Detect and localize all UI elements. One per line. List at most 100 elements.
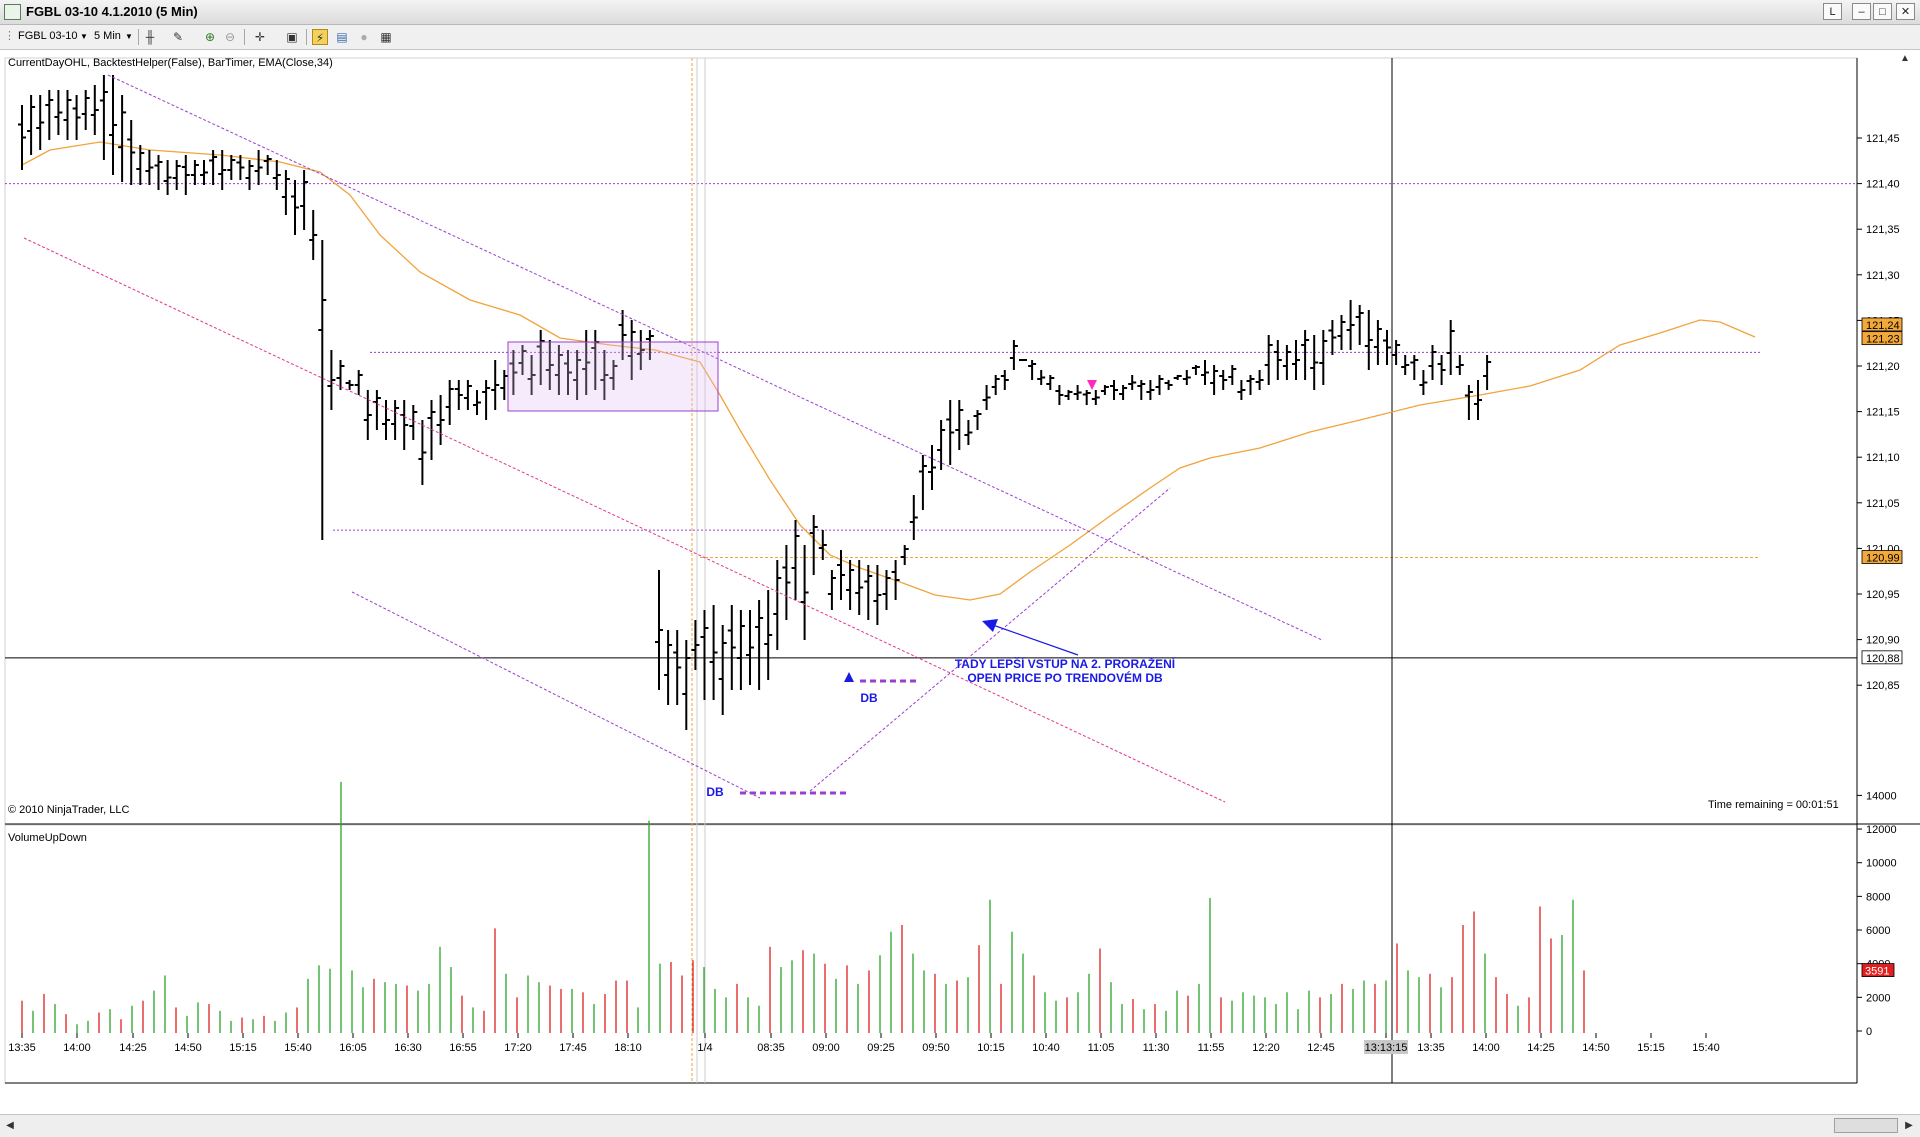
- maximize-button[interactable]: □: [1873, 3, 1892, 20]
- price-bar: [200, 160, 208, 185]
- copyright-label: © 2010 NinjaTrader, LLC: [8, 804, 129, 816]
- price-bar: [1483, 355, 1492, 390]
- time-tick-label: 10:40: [1032, 1042, 1060, 1054]
- time-tick-label: 14:50: [1582, 1042, 1610, 1054]
- price-marker-label: 121,24: [1866, 320, 1900, 332]
- price-bar: [973, 410, 982, 430]
- crosshair-icon[interactable]: ✛: [254, 30, 266, 44]
- chart-trader-icon[interactable]: ▤: [336, 30, 348, 44]
- price-bar: [27, 95, 36, 155]
- scroll-thumb[interactable]: [1834, 1118, 1898, 1133]
- price-marker-box: [1861, 650, 1903, 665]
- grid-icon[interactable]: ▦: [380, 30, 392, 44]
- price-bar: [309, 210, 318, 260]
- price-bar: [545, 340, 554, 390]
- price-bar: [928, 445, 936, 490]
- price-bar: [1346, 300, 1355, 350]
- price-bar: [618, 310, 627, 360]
- close-button[interactable]: ✕: [1896, 3, 1915, 20]
- properties-icon[interactable]: ▣: [286, 30, 298, 44]
- time-tick-label: 15:15: [1637, 1042, 1665, 1054]
- price-bar: [354, 370, 363, 395]
- lower-channel-line: [351, 591, 761, 799]
- price-bar: [873, 565, 882, 625]
- price-bar: [1128, 375, 1137, 390]
- price-bar: [1319, 330, 1328, 385]
- price-bar: [263, 155, 272, 175]
- price-bar: [1046, 375, 1055, 390]
- time-axis-labels: 13:35 14:00 14:25 14:50 15:15 15:40 16:05 16:30…: [8, 1033, 1720, 1054]
- price-tick-label: 121,15: [1866, 407, 1900, 419]
- price-bar: [45, 90, 54, 140]
- draw-tool-icon[interactable]: ✎: [172, 30, 184, 44]
- link-button[interactable]: L: [1823, 3, 1842, 20]
- price-bar: [554, 345, 563, 395]
- price-bar: [946, 400, 955, 465]
- price-marker-box: [1861, 317, 1903, 332]
- time-tick-label: 12:45: [1307, 1042, 1335, 1054]
- price-bar: [655, 570, 663, 690]
- price-bar: [846, 560, 855, 610]
- price-bar: [691, 620, 700, 670]
- price-bar: [755, 600, 764, 690]
- price-bar: [436, 395, 445, 445]
- window-title: FGBL 03-10 4.1.2010 (5 Min): [26, 4, 198, 19]
- price-bar: [136, 145, 145, 185]
- scroll-up-button[interactable]: ▲: [1900, 53, 1910, 64]
- price-bar: [764, 590, 773, 680]
- price-bar: [382, 400, 390, 440]
- price-bar: [1037, 370, 1046, 385]
- chart-area[interactable]: 121,45121,40121,35121,30121,25121,20121,…: [0, 50, 1920, 1114]
- price-bar: [336, 360, 345, 390]
- price-bar: [1301, 330, 1310, 380]
- price-tick-label: 121,20: [1866, 361, 1900, 373]
- volume-bars: [21, 781, 1585, 1033]
- minimize-button[interactable]: –: [1852, 3, 1871, 20]
- price-bar: [573, 350, 582, 400]
- price-bar: [1219, 370, 1228, 390]
- time-tick-label: 17:20: [504, 1042, 532, 1054]
- data-box-icon[interactable]: ●: [360, 30, 368, 44]
- time-tick-label: 11:55: [1198, 1042, 1225, 1054]
- time-tick-label: 09:00: [812, 1042, 840, 1054]
- price-bar: [1264, 335, 1273, 385]
- time-tick-label: 12:20: [1252, 1042, 1280, 1054]
- price-marker-label: 120,99: [1866, 553, 1900, 565]
- strategy-icon[interactable]: ⚡: [312, 29, 328, 45]
- price-bar: [1246, 375, 1255, 395]
- price-bar: [327, 350, 336, 410]
- price-tick-label: 121,45: [1866, 133, 1900, 145]
- volume-tick-label: 8000: [1866, 891, 1890, 903]
- price-panel-frame: [4, 57, 1858, 825]
- overlay-drawings: [23, 74, 1323, 803]
- chevron-down-icon[interactable]: ▼: [80, 32, 88, 41]
- price-bar: [1191, 365, 1200, 375]
- time-tick-label: 13:35: [1417, 1042, 1445, 1054]
- horizontal-scrollbar[interactable]: ◀ ▶: [0, 1114, 1920, 1137]
- instrument-selector[interactable]: FGBL 03-10: [18, 30, 78, 42]
- scroll-right-icon[interactable]: ▶: [1905, 1120, 1913, 1131]
- price-bar: [1237, 380, 1246, 400]
- price-bar: [991, 375, 1000, 395]
- price-bar: [72, 95, 81, 140]
- price-bar: [1155, 375, 1164, 395]
- volume-axis-labels: 14000120001000080006000400020000: [1857, 790, 1897, 1038]
- price-bar: [454, 380, 463, 410]
- price-bar: [318, 240, 327, 540]
- volume-panel-title: VolumeUpDown: [8, 832, 87, 844]
- zoom-in-icon[interactable]: ⊕: [204, 30, 216, 44]
- time-tick-label: 16:05: [339, 1042, 367, 1054]
- price-bar: [81, 90, 90, 130]
- price-bar: [1292, 340, 1300, 380]
- zoom-out-icon[interactable]: ⊖: [224, 30, 236, 44]
- price-bar: [1000, 370, 1009, 390]
- period-selector[interactable]: 5 Min: [94, 30, 121, 42]
- bar-style-icon[interactable]: ╫: [145, 30, 155, 44]
- price-bar: [818, 530, 827, 560]
- annotation-line-2: OPEN PRICE PO TRENDOVÉM DB: [967, 670, 1163, 685]
- chevron-down-icon[interactable]: ▼: [125, 32, 133, 41]
- scroll-left-icon[interactable]: ◀: [6, 1120, 14, 1131]
- price-bar: [1383, 330, 1391, 365]
- price-bar: [300, 170, 309, 230]
- price-bar: [1255, 370, 1264, 390]
